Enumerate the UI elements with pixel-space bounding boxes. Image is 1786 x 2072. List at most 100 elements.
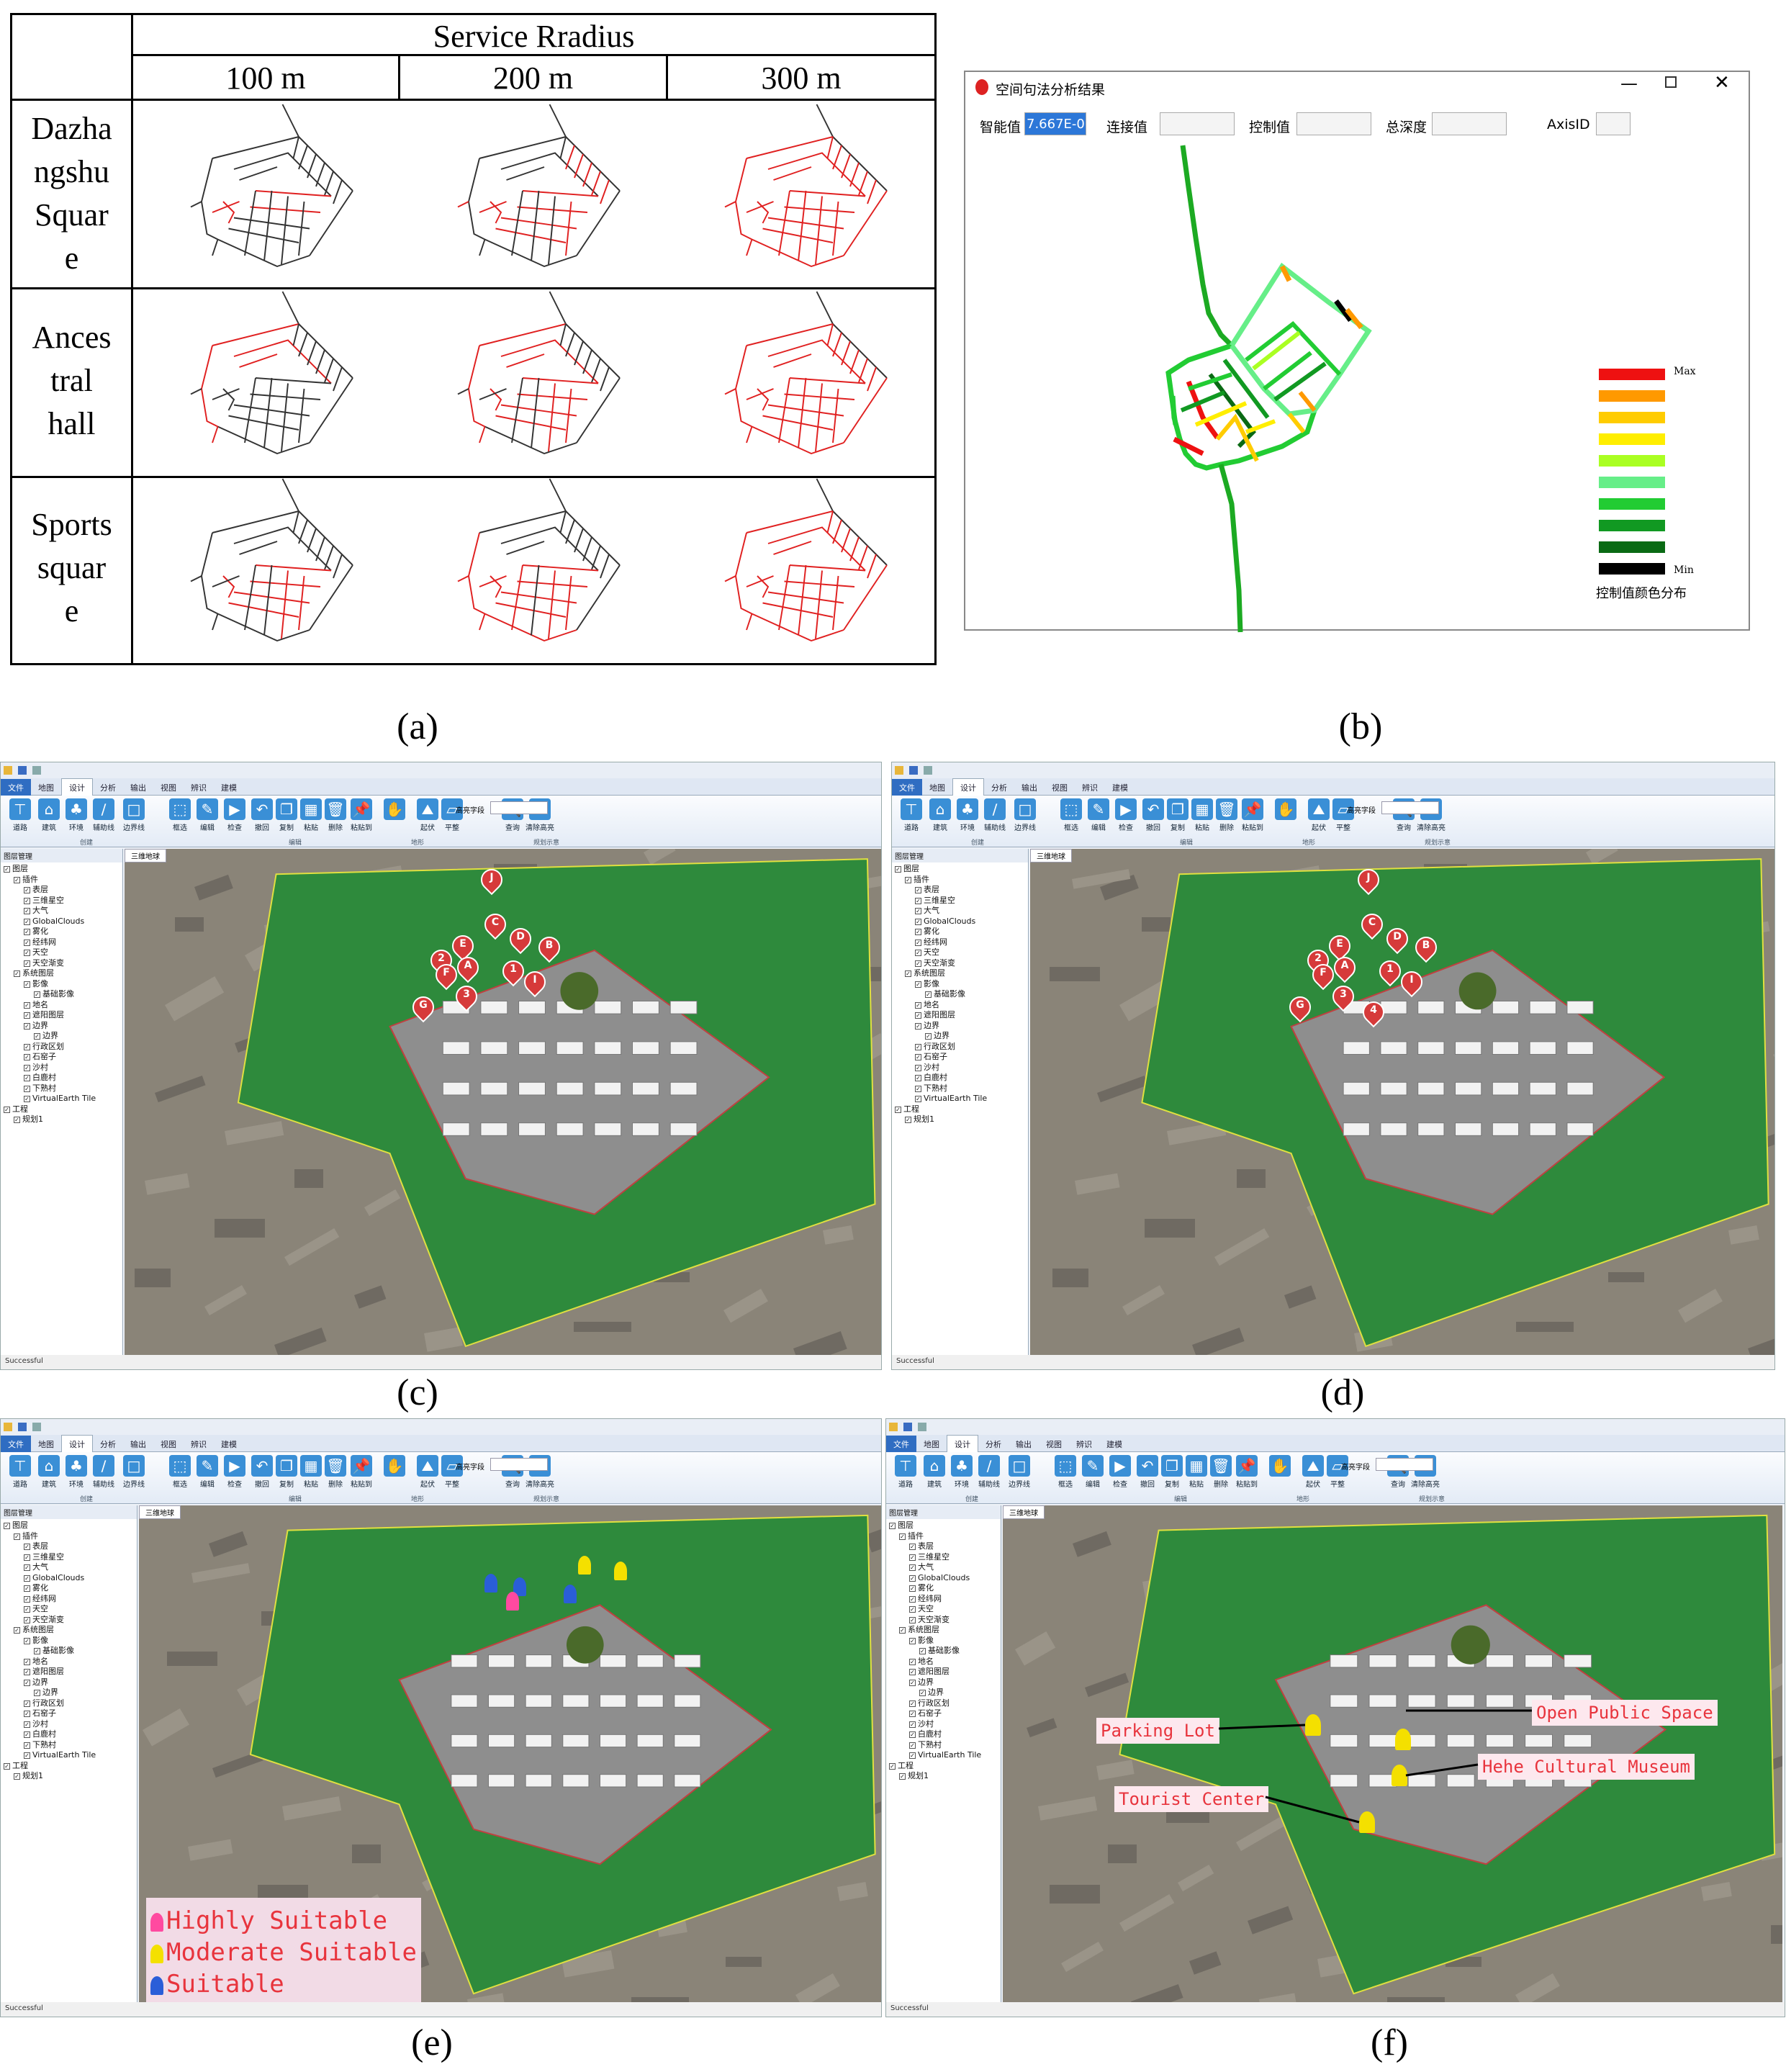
ribbon-button[interactable]: ✎ 编辑 <box>192 798 222 832</box>
tab-3d-globe[interactable]: 三维地球 <box>1030 849 1072 862</box>
window-icon[interactable] <box>32 766 41 775</box>
tree-item[interactable]: ✓ 边界 <box>24 1677 48 1687</box>
checkbox-icon[interactable]: ✓ <box>899 1533 906 1540</box>
ribbon-button[interactable]: ▦ 粘贴 <box>296 1455 326 1489</box>
tree-item[interactable]: ✓ 系统图层 <box>14 1625 54 1634</box>
checkbox-icon[interactable]: ✓ <box>909 1658 916 1665</box>
tree-item[interactable]: ✓ 插件 <box>905 874 929 884</box>
checkbox-icon[interactable]: ✓ <box>899 1773 906 1780</box>
menu-item[interactable]: 地图 <box>38 1440 54 1449</box>
ribbon-button[interactable]: ✋ <box>1271 798 1301 821</box>
ribbon-button[interactable]: ⊤ 道路 <box>890 1455 921 1489</box>
checkbox-icon[interactable]: ✓ <box>895 1106 901 1113</box>
checkbox-icon[interactable]: ✓ <box>24 1700 30 1707</box>
tree-item[interactable]: ✓ 基础影像 <box>34 1646 74 1655</box>
checkbox-icon[interactable]: ✓ <box>909 1700 916 1707</box>
checkbox-icon[interactable]: ✓ <box>915 1022 921 1030</box>
checkbox-icon[interactable]: ✓ <box>14 1773 20 1780</box>
ribbon-button[interactable]: ⛰ 起伏 <box>412 1455 443 1489</box>
tab-3d-globe[interactable]: 三维地球 <box>139 1505 181 1519</box>
ribbon-button[interactable]: ♣ 环境 <box>61 1455 91 1489</box>
checkbox-icon[interactable]: ✓ <box>919 1690 926 1696</box>
checkbox-icon[interactable]: ✓ <box>909 1595 916 1603</box>
menu-item[interactable]: 建模 <box>1112 783 1128 793</box>
checkbox-icon[interactable]: ✓ <box>24 1096 30 1102</box>
tree-item[interactable]: ✓ 影像 <box>909 1635 934 1645</box>
ribbon-button[interactable]: ♣ 环境 <box>61 798 91 832</box>
tree-item[interactable]: ✓ 规划1 <box>14 1771 43 1780</box>
total-depth-input[interactable] <box>1432 112 1507 135</box>
tree-item[interactable]: ✓ 影像 <box>24 978 48 988</box>
intelligibility-input[interactable]: 7.667E-05 <box>1024 112 1086 135</box>
checkbox-icon[interactable]: ✓ <box>24 1742 30 1749</box>
checkbox-icon[interactable]: ✓ <box>909 1669 916 1675</box>
tree-item[interactable]: ✓ 经纬网 <box>24 1593 56 1603</box>
checkbox-icon[interactable]: ✓ <box>14 1117 20 1123</box>
checkbox-icon[interactable]: ✓ <box>909 1564 916 1571</box>
checkbox-icon[interactable]: ✓ <box>915 1054 921 1060</box>
tree-item[interactable]: ✓ 天空 <box>24 1604 48 1613</box>
checkbox-icon[interactable]: ✓ <box>909 1731 916 1738</box>
checkbox-icon[interactable]: ✓ <box>24 1637 30 1644</box>
checkbox-icon[interactable]: ✓ <box>24 950 30 956</box>
tree-item[interactable]: ✓ VirtualEarth Tile <box>24 1750 96 1760</box>
ribbon-button[interactable]: ⛰ 起伏 <box>412 798 443 832</box>
open-icon[interactable] <box>889 1423 898 1431</box>
ribbon-button[interactable]: ↶ 撤回 <box>247 798 277 832</box>
ribbon-button[interactable]: ⌂ 建筑 <box>919 1455 950 1489</box>
ribbon-button[interactable]: ⬚ 框选 <box>1056 798 1086 832</box>
ribbon-button[interactable]: ♣ 环境 <box>947 1455 977 1489</box>
menu-item[interactable]: 辨识 <box>191 1440 207 1449</box>
checkbox-icon[interactable]: ✓ <box>24 1043 30 1050</box>
facility-marker[interactable] <box>1392 1765 1407 1786</box>
map-pin[interactable]: D <box>505 923 536 958</box>
menu-item[interactable]: 分析 <box>991 783 1007 793</box>
tree-item[interactable]: ✓ 雾化 <box>915 927 939 936</box>
map-pin[interactable]: I <box>519 966 551 1001</box>
ribbon-button[interactable]: ⬚ 框选 <box>165 1455 195 1489</box>
checkbox-icon[interactable]: ✓ <box>909 1637 916 1644</box>
tree-item[interactable]: ✓ 石窑子 <box>909 1708 942 1718</box>
ribbon-button[interactable]: ♣ 环境 <box>952 798 983 832</box>
tree-item[interactable]: ✓ 表层 <box>909 1541 934 1551</box>
tree-item[interactable]: ✓ 行政区划 <box>24 1041 64 1051</box>
map-pin[interactable]: F <box>430 959 462 994</box>
checkbox-icon[interactable]: ✓ <box>24 929 30 935</box>
checkbox-icon[interactable]: ✓ <box>909 1711 916 1717</box>
checkbox-icon[interactable]: ✓ <box>4 866 10 873</box>
map-pin[interactable]: G <box>1284 991 1316 1027</box>
tree-item[interactable]: ✓ 大气 <box>915 906 939 915</box>
save-icon[interactable] <box>18 1423 27 1431</box>
checkbox-icon[interactable]: ✓ <box>909 1742 916 1749</box>
tree-item[interactable]: ✓ 下熟村 <box>915 1083 947 1093</box>
checkbox-icon[interactable]: ✓ <box>4 1762 10 1770</box>
checkbox-icon[interactable]: ✓ <box>915 1012 921 1019</box>
checkbox-icon[interactable]: ✓ <box>915 1085 921 1092</box>
menu-item[interactable]: 建模 <box>221 783 237 793</box>
checkbox-icon[interactable]: ✓ <box>34 1033 40 1040</box>
checkbox-icon[interactable]: ✓ <box>889 1762 896 1770</box>
checkbox-icon[interactable]: ✓ <box>915 950 921 956</box>
checkbox-icon[interactable]: ✓ <box>24 1085 30 1092</box>
tree-item[interactable]: ✓ 规划1 <box>899 1771 929 1780</box>
minimize-icon[interactable]: — <box>1620 73 1638 94</box>
tree-item[interactable]: ✓ 行政区划 <box>915 1041 955 1051</box>
tree-item[interactable]: ✓ 行政区划 <box>24 1698 64 1708</box>
open-icon[interactable] <box>4 766 12 775</box>
tree-item[interactable]: ✓ 行政区划 <box>909 1698 950 1708</box>
checkbox-icon[interactable]: ✓ <box>915 1001 921 1009</box>
ribbon-button[interactable]: ⊤ 道路 <box>5 798 35 832</box>
save-icon[interactable] <box>909 766 918 775</box>
control-input[interactable] <box>1296 112 1371 135</box>
checkbox-icon[interactable]: ✓ <box>4 1523 10 1529</box>
ribbon-button[interactable]: ⊤ 道路 <box>896 798 926 832</box>
tree-item[interactable]: ✓ 遮阳图层 <box>915 1010 955 1019</box>
tree-item[interactable]: ✓ 图层 <box>4 1521 28 1530</box>
tree-item[interactable]: ✓ 经纬网 <box>915 937 947 947</box>
checkbox-icon[interactable]: ✓ <box>915 897 921 904</box>
checkbox-icon[interactable]: ✓ <box>24 1585 30 1592</box>
map-pin[interactable]: I <box>1396 966 1428 1001</box>
checkbox-icon[interactable]: ✓ <box>915 1096 921 1102</box>
menu-item[interactable]: 地图 <box>38 783 54 793</box>
ribbon-button[interactable]: ↶ 撤回 <box>1132 1455 1163 1489</box>
